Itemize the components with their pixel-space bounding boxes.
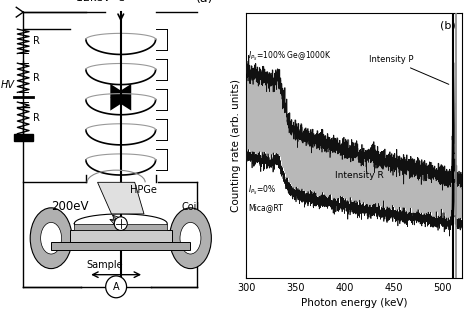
Text: $I_{P_S}$=0%: $I_{P_S}$=0%: [248, 184, 277, 198]
Bar: [70, 230, 172, 242]
Text: Intensity P: Intensity P: [369, 55, 449, 84]
Polygon shape: [110, 84, 131, 111]
Text: R: R: [33, 36, 39, 46]
Bar: [51, 242, 191, 250]
Text: Coil: Coil: [181, 202, 199, 212]
Text: 200eV: 200eV: [51, 200, 89, 213]
Text: R: R: [33, 113, 39, 123]
Text: $\boldsymbol{B}$: $\boldsymbol{B}$: [111, 278, 121, 291]
Bar: [14, 134, 33, 141]
Text: Intensity R: Intensity R: [335, 171, 383, 180]
Text: HV: HV: [1, 80, 15, 90]
Text: R: R: [33, 73, 39, 83]
Text: $I_{P_S}$=100% Ge@1000K: $I_{P_S}$=100% Ge@1000K: [248, 49, 332, 63]
Y-axis label: Counting rate (arb. units): Counting rate (arb. units): [231, 79, 241, 212]
Circle shape: [114, 217, 128, 230]
Ellipse shape: [30, 208, 72, 269]
Text: 12keV  e$^+$: 12keV e$^+$: [75, 0, 134, 5]
Circle shape: [106, 276, 127, 298]
Ellipse shape: [170, 208, 211, 269]
Polygon shape: [98, 182, 144, 214]
Polygon shape: [110, 84, 131, 111]
Ellipse shape: [41, 222, 62, 254]
X-axis label: Photon energy (keV): Photon energy (keV): [301, 299, 408, 308]
Text: Mica@RT: Mica@RT: [248, 203, 283, 212]
Bar: [74, 224, 167, 230]
Text: Sample: Sample: [86, 260, 123, 270]
Ellipse shape: [180, 222, 201, 254]
Text: A: A: [113, 282, 119, 292]
Text: (b): (b): [440, 21, 456, 31]
Text: HPGe: HPGe: [130, 185, 157, 195]
Text: (a): (a): [196, 0, 214, 5]
